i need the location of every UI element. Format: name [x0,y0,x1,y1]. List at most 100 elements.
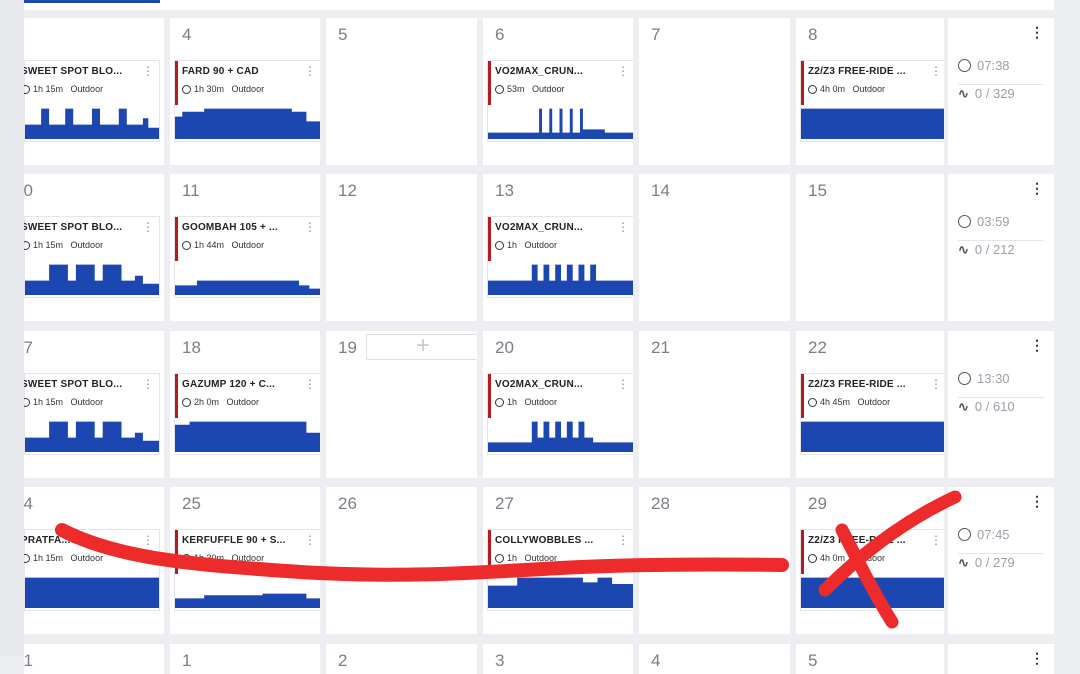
workout-duration: 1h 30m [194,553,225,563]
workout-duration: 1h [507,397,518,407]
kebab-menu-icon[interactable]: ⋮ [304,533,316,547]
day-cell[interactable]: 13 VO2MAX_CRUN... ⋮ 1h Outdoor [483,174,633,321]
day-cell[interactable]: 2 [326,644,477,674]
day-cell[interactable]: 29 Z2/Z3 FREE-RIDE ... ⋮ 4h 0m Outdoor [796,487,944,634]
day-cell[interactable]: 18 GAZUMP 120 + C... ⋮ 2h 0m Outdoor [170,331,320,478]
workout-card[interactable]: FARD 90 + CAD ⋮ 1h 30m Outdoor [174,60,320,142]
workout-meta: 4h 0m Outdoor [808,84,885,94]
day-cell[interactable]: 10 SWEET SPOT BLO... ⋮ 1h 15m Outdoor [24,174,164,321]
day-number: 5 [808,651,818,670]
clock-icon [182,554,191,563]
kebab-menu-icon[interactable]: ⋮ [930,377,942,391]
left-strip [0,0,24,656]
day-cell[interactable]: 8 Z2/Z3 FREE-RIDE ... ⋮ 4h 0m Outdoor [796,18,944,165]
workout-card[interactable]: GAZUMP 120 + C... ⋮ 2h 0m Outdoor [174,373,320,455]
kebab-menu-icon[interactable]: ⋮ [1030,180,1044,196]
workout-meta: 2h 0m Outdoor [182,397,259,407]
day-cell[interactable]: 21 [639,331,790,478]
workout-profile-chart [25,421,159,452]
workout-title: GOOMBAH 105 + ... [182,222,278,233]
day-cell[interactable]: 17 SWEET SPOT BLO... ⋮ 1h 15m Outdoor [24,331,164,478]
kebab-menu-icon[interactable]: ⋮ [930,64,942,78]
day-cell[interactable]: 7 [639,18,790,165]
workout-card[interactable]: COLLYWOBBLES ... ⋮ 1h Outdoor [487,529,633,611]
day-number: 22 [808,338,827,357]
kebab-menu-icon[interactable]: ⋮ [1030,24,1044,40]
workout-type: Outdoor [852,84,886,94]
workout-card[interactable]: SWEET SPOT BLO... ⋮ 1h 15m Outdoor [24,373,160,455]
day-cell[interactable]: 22 Z2/Z3 FREE-RIDE ... ⋮ 4h 45m Outdoor [796,331,944,478]
clock-icon [495,85,504,94]
day-cell[interactable]: 3SWEET SPOT BLO...⋮1h 15m Outdoor [24,18,164,165]
workout-card[interactable]: KERFUFFLE 90 + S... ⋮ 1h 30m Outdoor [174,529,320,611]
workout-type: Outdoor [70,240,104,250]
kebab-menu-icon[interactable]: ⋮ [304,220,316,234]
day-cell[interactable]: 31 [24,644,164,674]
workout-card[interactable]: GOOMBAH 105 + ... ⋮ 1h 44m Outdoor [174,216,320,298]
workout-profile-chart [175,108,320,139]
day-cell[interactable]: 11 GOOMBAH 105 + ... ⋮ 1h 44m Outdoor [170,174,320,321]
day-cell[interactable]: 19 + [326,331,477,478]
workout-title: Z2/Z3 FREE-RIDE ... [808,379,906,390]
kebab-menu-icon[interactable]: ⋮ [930,533,942,547]
accent-bar [175,217,178,261]
day-cell[interactable]: 3 [483,644,633,674]
week-summary: ⋮ 13:30 ∿ 0 / 610 [948,331,1054,478]
kebab-menu-icon[interactable]: ⋮ [1030,337,1044,353]
kebab-menu-icon[interactable]: ⋮ [1030,650,1044,666]
workout-card[interactable]: VO2MAX_CRUN... ⋮ 53m Outdoor [487,60,633,142]
kebab-menu-icon[interactable]: ⋮ [304,64,316,78]
day-number: 29 [808,494,827,513]
workout-type: Outdoor [226,397,260,407]
accent-bar [488,530,491,574]
workout-meta: 4h 45m Outdoor [808,397,890,407]
workout-card[interactable]: VO2MAX_CRUN... ⋮ 1h Outdoor [487,373,633,455]
workout-title: VO2MAX_CRUN... [495,222,583,233]
day-cell[interactable]: 5 [326,18,477,165]
workout-type: Outdoor [231,240,265,250]
kebab-menu-icon[interactable]: ⋮ [142,220,154,234]
workout-meta: 1h 15m Outdoor [24,84,103,94]
kebab-menu-icon[interactable]: ⋮ [142,377,154,391]
kebab-menu-icon[interactable]: ⋮ [617,533,629,547]
day-cell[interactable]: 15 [796,174,944,321]
workout-profile-chart [801,108,944,139]
workout-meta: 1h 15m Outdoor [24,240,103,250]
workout-card[interactable]: SWEET SPOT BLO... ⋮ 1h 15m Outdoor [24,60,160,142]
day-cell[interactable]: 27 COLLYWOBBLES ... ⋮ 1h Outdoor [483,487,633,634]
workout-meta: 53m Outdoor [495,84,565,94]
workout-card[interactable]: VO2MAX_CRUN... ⋮ 1h Outdoor [487,216,633,298]
day-cell[interactable]: 14 [639,174,790,321]
summary-time: 07:38 [958,58,1010,73]
pulse-icon: ∿ [958,242,969,257]
kebab-menu-icon[interactable]: ⋮ [617,220,629,234]
day-cell[interactable]: 12 [326,174,477,321]
kebab-menu-icon[interactable]: ⋮ [304,377,316,391]
kebab-menu-icon[interactable]: ⋮ [142,64,154,78]
day-number: 2 [338,651,348,670]
day-cell[interactable]: 1 [170,644,320,674]
day-cell[interactable]: 4 FARD 90 + CAD ⋮ 1h 30m Outdoor [170,18,320,165]
workout-card[interactable]: Z2/Z3 FREE-RIDE ... ⋮ 4h 0m Outdoor [800,529,944,611]
kebab-menu-icon[interactable]: ⋮ [142,533,154,547]
day-cell[interactable]: 20 VO2MAX_CRUN... ⋮ 1h Outdoor [483,331,633,478]
day-cell[interactable]: 28 [639,487,790,634]
day-cell[interactable]: 4 [639,644,790,674]
power-profile [175,593,320,608]
workout-meta: 1h Outdoor [495,553,557,563]
workout-card[interactable]: Z2/Z3 FREE-RIDE ... ⋮ 4h 0m Outdoor [800,60,944,142]
workout-card[interactable]: Z2/Z3 FREE-RIDE ... ⋮ 4h 45m Outdoor [800,373,944,455]
workout-duration: 1h [507,553,518,563]
kebab-menu-icon[interactable]: ⋮ [1030,493,1044,509]
add-workout-button[interactable]: + [366,334,477,360]
power-profile [488,577,633,608]
kebab-menu-icon[interactable]: ⋮ [617,64,629,78]
kebab-menu-icon[interactable]: ⋮ [617,377,629,391]
day-cell[interactable]: 5 [796,644,944,674]
workout-card[interactable]: PRATFA...C... ⋮ 1h 15m Outdoor [24,529,160,611]
workout-card[interactable]: SWEET SPOT BLO... ⋮ 1h 15m Outdoor [24,216,160,298]
day-cell[interactable]: 24 PRATFA...C... ⋮ 1h 15m Outdoor [24,487,164,634]
day-cell[interactable]: 26 [326,487,477,634]
day-cell[interactable]: 25 KERFUFFLE 90 + S... ⋮ 1h 30m Outdoor [170,487,320,634]
day-cell[interactable]: 6 VO2MAX_CRUN... ⋮ 53m Outdoor [483,18,633,165]
